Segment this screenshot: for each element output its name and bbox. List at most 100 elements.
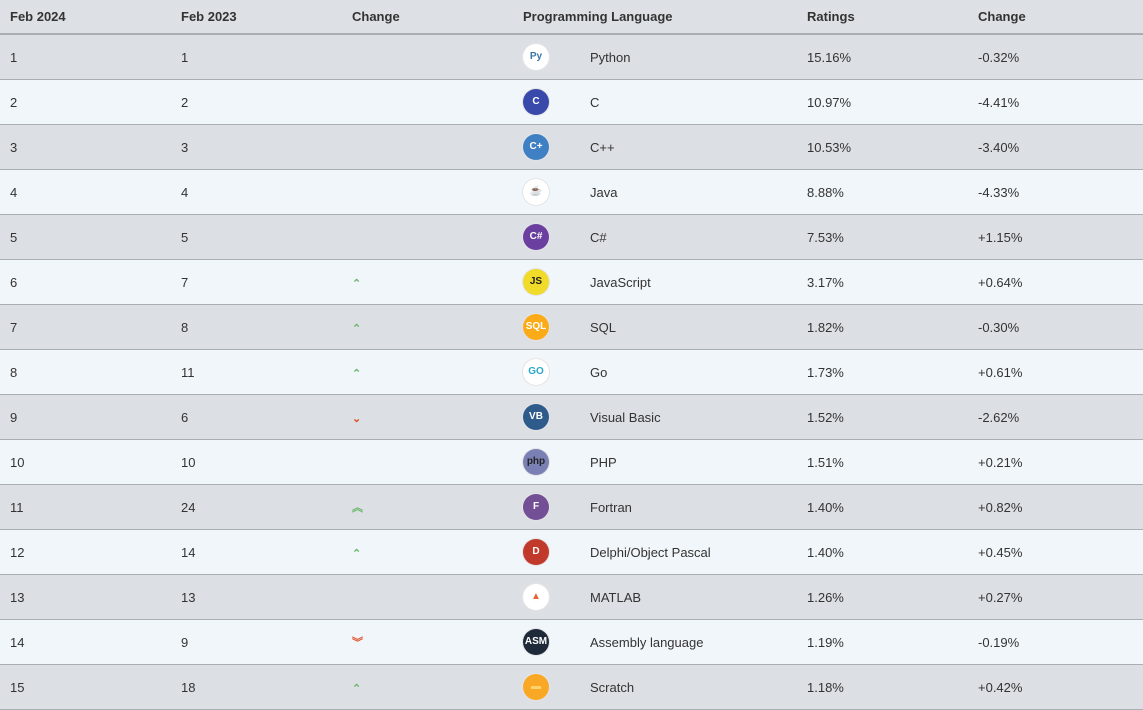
rating-change: -2.62% bbox=[968, 394, 1143, 440]
rank-2023: 18 bbox=[171, 664, 342, 710]
rating: 1.19% bbox=[797, 619, 968, 665]
language-icon-cell: C# bbox=[513, 214, 580, 260]
rank-2023: 14 bbox=[171, 529, 342, 575]
rank-2023: 2 bbox=[171, 79, 342, 125]
language-name: SQL bbox=[580, 304, 797, 350]
table-row: 9 6 ⌄ VB Visual Basic 1.52% -2.62% bbox=[0, 394, 1143, 440]
rank-2024: 3 bbox=[0, 124, 171, 170]
rank-change: ⌃ bbox=[342, 259, 513, 305]
rating: 1.52% bbox=[797, 394, 968, 440]
python-icon: Py bbox=[523, 44, 549, 70]
rank-2024: 2 bbox=[0, 79, 171, 125]
trend-up-icon: ⌃ bbox=[352, 547, 362, 560]
rank-2023: 7 bbox=[171, 259, 342, 305]
rank-2024: 15 bbox=[0, 664, 171, 710]
language-icon-cell: ▬ bbox=[513, 664, 580, 710]
rating-change: +0.64% bbox=[968, 259, 1143, 305]
rating: 1.40% bbox=[797, 529, 968, 575]
rating-change: -0.32% bbox=[968, 34, 1143, 80]
rank-change: ⌃ bbox=[342, 349, 513, 395]
rank-2024: 1 bbox=[0, 34, 171, 80]
table-row: 1 1 Py Python 15.16% -0.32% bbox=[0, 34, 1143, 80]
rank-change: ︽ bbox=[342, 484, 513, 530]
table-row: 14 9 ︾ ASM Assembly language 1.19% -0.19… bbox=[0, 619, 1143, 665]
rating: 8.88% bbox=[797, 169, 968, 215]
rank-change: ⌃ bbox=[342, 304, 513, 350]
table-row: 15 18 ⌃ ▬ Scratch 1.18% +0.42% bbox=[0, 664, 1143, 710]
visual-basic-icon: VB bbox=[523, 404, 549, 430]
rank-2023: 4 bbox=[171, 169, 342, 215]
language-icon-cell: Py bbox=[513, 34, 580, 80]
matlab-icon: ▲ bbox=[523, 584, 549, 610]
header-programming-language[interactable]: Programming Language bbox=[513, 0, 797, 35]
rating: 1.73% bbox=[797, 349, 968, 395]
rank-change: ⌄ bbox=[342, 394, 513, 440]
rating-change: +0.82% bbox=[968, 484, 1143, 530]
rank-2023: 10 bbox=[171, 439, 342, 485]
table-row: 6 7 ⌃ JS JavaScript 3.17% +0.64% bbox=[0, 259, 1143, 305]
trend-upup-icon: ︽ bbox=[352, 502, 363, 514]
rating-change: -4.33% bbox=[968, 169, 1143, 215]
rating-change: +0.21% bbox=[968, 439, 1143, 485]
rank-2024: 7 bbox=[0, 304, 171, 350]
rating: 1.40% bbox=[797, 484, 968, 530]
trend-up-icon: ⌃ bbox=[352, 322, 362, 335]
sql-icon: SQL bbox=[523, 314, 549, 340]
assembly-icon: ASM bbox=[523, 629, 549, 655]
header-change-rating[interactable]: Change bbox=[968, 0, 1143, 35]
table-row: 5 5 C# C# 7.53% +1.15% bbox=[0, 214, 1143, 260]
header-ratings[interactable]: Ratings bbox=[797, 0, 968, 35]
language-name: Assembly language bbox=[580, 619, 797, 665]
rank-2024: 13 bbox=[0, 574, 171, 620]
rank-change bbox=[342, 124, 513, 170]
rating: 10.97% bbox=[797, 79, 968, 125]
rating: 1.51% bbox=[797, 439, 968, 485]
csharp-icon: C# bbox=[523, 224, 549, 250]
rank-2023: 6 bbox=[171, 394, 342, 440]
rank-2024: 5 bbox=[0, 214, 171, 260]
trend-up-icon: ⌃ bbox=[352, 277, 362, 290]
table-row: 7 8 ⌃ SQL SQL 1.82% -0.30% bbox=[0, 304, 1143, 350]
language-icon-cell: ASM bbox=[513, 619, 580, 665]
c-icon: C bbox=[523, 89, 549, 115]
header-feb-2023[interactable]: Feb 2023 bbox=[171, 0, 342, 35]
rank-2023: 11 bbox=[171, 349, 342, 395]
header-change-rank[interactable]: Change bbox=[342, 0, 513, 35]
rating-change: +0.61% bbox=[968, 349, 1143, 395]
language-icon-cell: ▲ bbox=[513, 574, 580, 620]
rank-2024: 14 bbox=[0, 619, 171, 665]
language-icon-cell: php bbox=[513, 439, 580, 485]
rank-2024: 4 bbox=[0, 169, 171, 215]
language-icon-cell: ☕ bbox=[513, 169, 580, 215]
language-icon-cell: VB bbox=[513, 394, 580, 440]
rank-change bbox=[342, 79, 513, 125]
rank-2024: 12 bbox=[0, 529, 171, 575]
table-row: 13 13 ▲ MATLAB 1.26% +0.27% bbox=[0, 574, 1143, 620]
language-name: C++ bbox=[580, 124, 797, 170]
rank-change: ︾ bbox=[342, 619, 513, 665]
rank-2024: 11 bbox=[0, 484, 171, 530]
java-icon: ☕ bbox=[523, 179, 549, 205]
trend-down-icon: ⌄ bbox=[352, 412, 362, 425]
language-name: MATLAB bbox=[580, 574, 797, 620]
language-name: Fortran bbox=[580, 484, 797, 530]
rank-change bbox=[342, 34, 513, 80]
rank-change bbox=[342, 574, 513, 620]
rating: 15.16% bbox=[797, 34, 968, 80]
language-name: Go bbox=[580, 349, 797, 395]
rank-change: ⌃ bbox=[342, 664, 513, 710]
table-row: 2 2 C C 10.97% -4.41% bbox=[0, 79, 1143, 125]
trend-downdown-icon: ︾ bbox=[352, 637, 363, 649]
table-row: 4 4 ☕ Java 8.88% -4.33% bbox=[0, 169, 1143, 215]
header-feb-2024[interactable]: Feb 2024 bbox=[0, 0, 171, 35]
rating: 7.53% bbox=[797, 214, 968, 260]
rank-2023: 5 bbox=[171, 214, 342, 260]
rating: 1.26% bbox=[797, 574, 968, 620]
rank-change bbox=[342, 214, 513, 260]
javascript-icon: JS bbox=[523, 269, 549, 295]
go-icon: GO bbox=[523, 359, 549, 385]
rating-change: -0.30% bbox=[968, 304, 1143, 350]
language-name: Python bbox=[580, 34, 797, 80]
rank-2023: 3 bbox=[171, 124, 342, 170]
language-icon-cell: GO bbox=[513, 349, 580, 395]
